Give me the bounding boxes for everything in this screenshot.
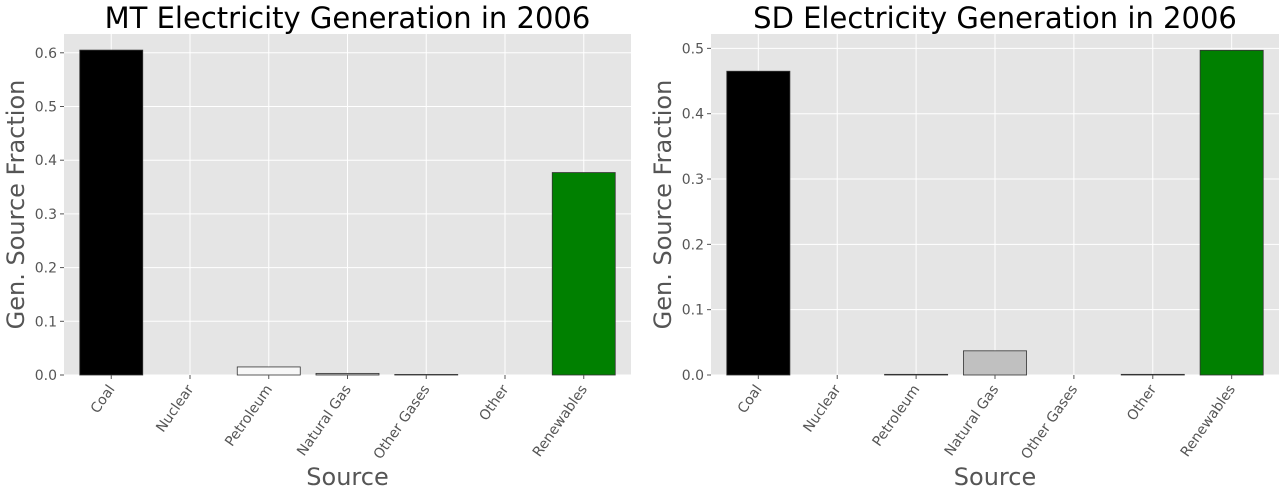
y-tick-label: 0.0	[35, 368, 57, 384]
x-tick-label: Petroleum	[870, 382, 924, 449]
y-axis-label: Gen. Source Fraction	[649, 80, 677, 330]
y-tick-label: 0.2	[35, 261, 57, 277]
bar-natural-gas	[315, 372, 380, 376]
chart-title: MT Electricity Generation in 2006	[105, 1, 591, 35]
x-tick-label: Other Gases	[1018, 382, 1081, 462]
chart-panel-sd: 0.0 0.1 0.2 0.3 0.4 0.5 Coal Nuclear Petroleum Na…	[649, 1, 1279, 491]
bar-other-gases	[394, 374, 459, 376]
x-tick-label: Nuclear	[800, 382, 844, 436]
bar-coal	[79, 49, 144, 376]
x-tick-label: Petroleum	[222, 382, 276, 449]
y-tick-label: 0.5	[35, 99, 57, 115]
x-axis-label: Source	[306, 463, 388, 491]
y-tick-label: 0.3	[682, 172, 704, 188]
y-tick-label: 0.4	[35, 153, 57, 169]
bar-other	[1120, 373, 1185, 376]
x-tick-label: Coal	[88, 382, 119, 416]
y-tick-label: 0.0	[682, 368, 704, 384]
y-tick-label: 0.5	[682, 41, 704, 57]
chart-panel-mt: 0.0 0.1 0.2 0.3 0.4 0.5 0.6 Coal Nuclear Petroleu…	[2, 1, 631, 491]
bar-petroleum	[884, 373, 949, 376]
x-tick-label: Renewables	[1178, 382, 1239, 460]
y-tick-label: 0.3	[35, 207, 57, 223]
x-tick-label: Natural Gas	[942, 382, 1003, 459]
x-tick-label: Other Gases	[371, 382, 434, 462]
x-tick-label: Other	[476, 382, 512, 424]
x-axis-label: Source	[954, 463, 1036, 491]
x-tick-label: Nuclear	[153, 382, 197, 436]
x-tick-label: Other	[1124, 382, 1160, 424]
bar-petroleum	[236, 366, 301, 376]
bar-coal	[726, 70, 791, 376]
bar-renewables	[1199, 49, 1264, 376]
y-tick-label: 0.1	[35, 314, 57, 330]
x-tick-label: Renewables	[530, 382, 591, 460]
bar-renewables	[551, 172, 616, 376]
y-axis-label: Gen. Source Fraction	[2, 80, 30, 330]
bar-natural-gas	[963, 350, 1027, 376]
y-tick-label: 0.4	[682, 107, 704, 123]
chart-title: SD Electricity Generation in 2006	[753, 1, 1237, 35]
y-tick-label: 0.1	[682, 303, 704, 319]
x-tick-label: Coal	[735, 382, 766, 416]
x-tick-label: Natural Gas	[294, 382, 355, 459]
y-tick-label: 0.6	[35, 46, 57, 62]
y-tick-label: 0.2	[682, 237, 704, 253]
